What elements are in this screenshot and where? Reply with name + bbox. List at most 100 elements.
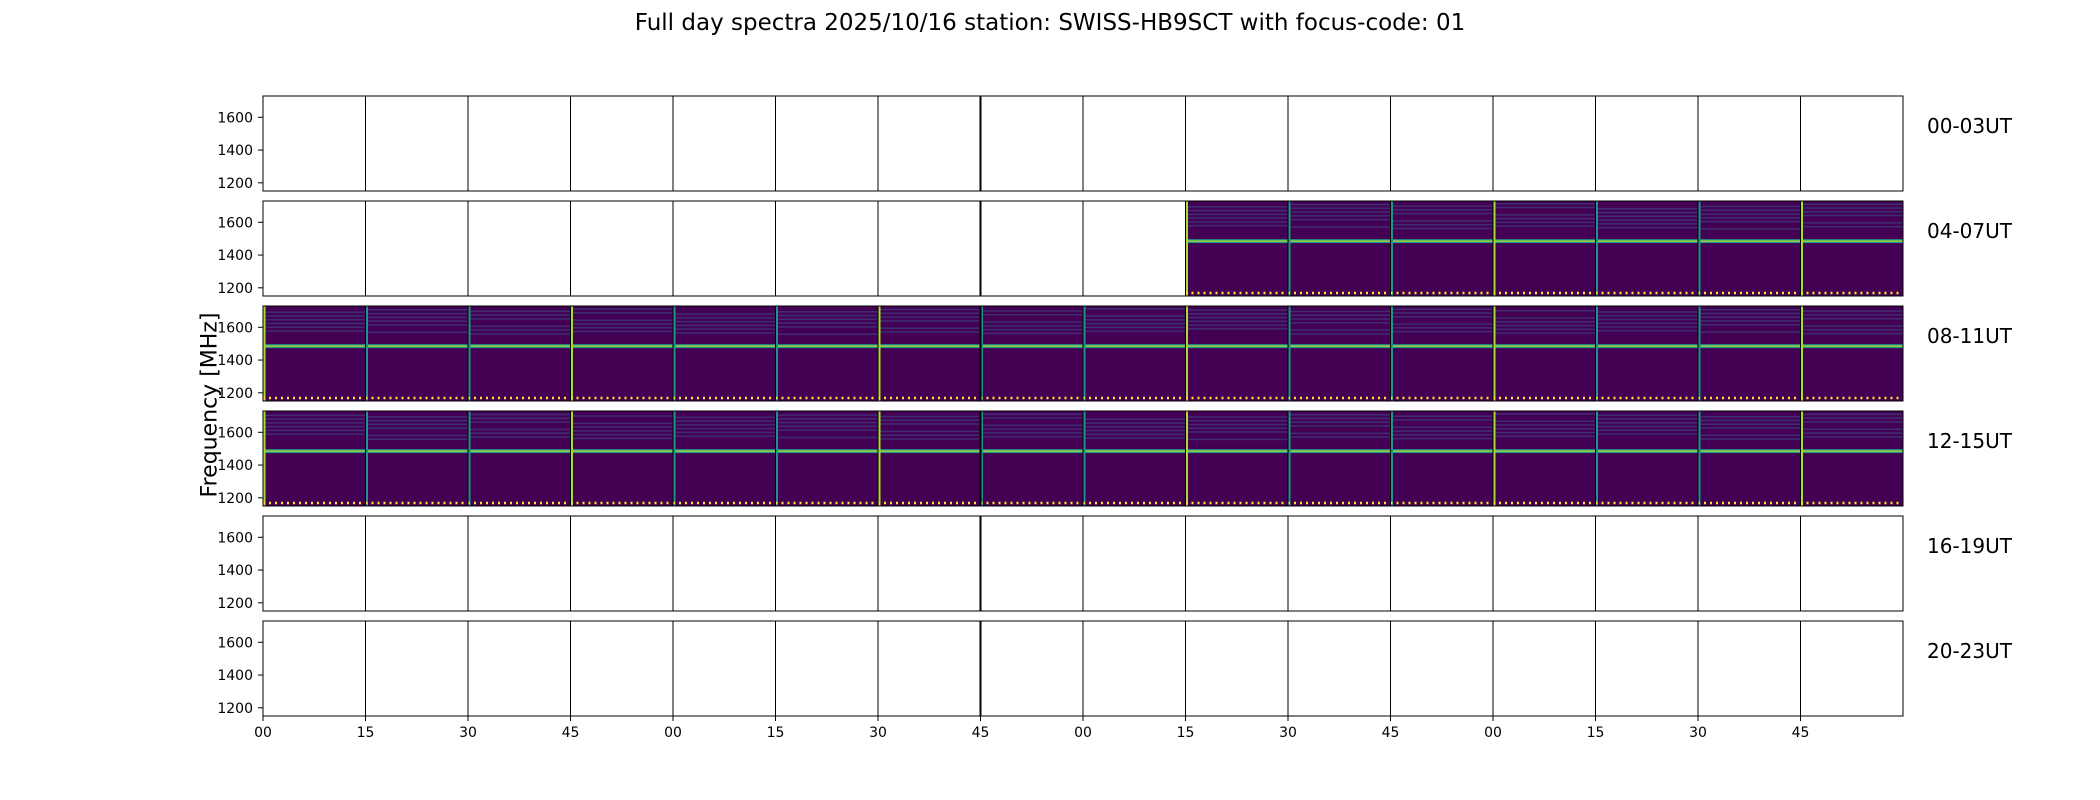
x-tick-label: 45	[562, 725, 580, 741]
noise-line	[1288, 413, 1391, 416]
spectrum-segment	[1493, 411, 1596, 506]
y-tick-label: 1600	[217, 635, 253, 651]
x-tick-label: 15	[1177, 725, 1195, 741]
noise-line	[1698, 419, 1801, 422]
spectrum-segment	[1800, 201, 1903, 296]
segment-stripe	[980, 306, 983, 401]
spectrum-segment	[878, 411, 981, 506]
noise-line	[1800, 332, 1903, 335]
noise-line	[570, 426, 673, 428]
spectrum-segment	[1800, 306, 1903, 401]
noise-line	[1493, 413, 1596, 415]
segment-stripe	[1698, 306, 1701, 401]
noise-line	[878, 438, 981, 440]
panel-frame	[262, 95, 1904, 192]
noise-line	[1185, 438, 1288, 441]
noise-line	[570, 415, 673, 417]
noise-line	[1698, 331, 1801, 333]
noise-line	[878, 430, 981, 433]
noise-line	[570, 433, 673, 436]
noise-line	[1698, 308, 1801, 311]
noise-line	[1800, 432, 1903, 434]
row-label: 16-19UT	[1927, 534, 2013, 558]
emission-band-core	[1288, 345, 1391, 347]
emission-band-core	[1390, 450, 1493, 452]
noise-line	[570, 308, 673, 310]
noise-line	[570, 323, 673, 325]
noise-line	[1390, 330, 1493, 333]
emission-band-core	[878, 345, 981, 347]
segment-stripe	[1185, 201, 1188, 296]
noise-line	[1185, 316, 1288, 319]
noise-line	[980, 417, 1083, 419]
noise-line	[1288, 436, 1391, 438]
noise-line	[1800, 428, 1903, 431]
emission-band-core	[1800, 450, 1903, 452]
spectrum-segment	[1595, 201, 1698, 296]
noise-line	[1698, 427, 1801, 429]
noise-line	[570, 312, 673, 314]
emission-band-core	[468, 345, 571, 347]
noise-line	[1595, 208, 1698, 210]
noise-line	[1083, 437, 1186, 439]
noise-line	[1493, 435, 1596, 438]
noise-line	[878, 419, 981, 422]
noise-line	[1288, 226, 1391, 228]
spectrum-segment	[1185, 306, 1288, 401]
segment-stripe	[365, 411, 368, 506]
noise-line	[263, 315, 366, 317]
noise-line	[1698, 213, 1801, 215]
noise-line	[468, 318, 571, 320]
spectrum-segment	[1698, 306, 1801, 401]
noise-line	[673, 317, 776, 319]
spectrum-segment	[263, 306, 366, 401]
noise-line	[1390, 415, 1493, 417]
noise-line	[673, 431, 776, 434]
spectrum-segment	[673, 306, 776, 401]
noise-line	[1390, 327, 1493, 329]
noise-line	[980, 321, 1083, 323]
noise-line	[878, 434, 981, 436]
noise-line	[1493, 317, 1596, 319]
noise-line	[365, 434, 468, 437]
emission-band-core	[1288, 240, 1391, 242]
noise-line	[1698, 220, 1801, 223]
noise-line	[263, 418, 366, 420]
spectrum-segment	[1288, 411, 1391, 506]
noise-line	[1595, 418, 1698, 420]
noise-line	[980, 310, 1083, 312]
noise-line	[1288, 218, 1391, 221]
segment-stripe	[1083, 411, 1086, 506]
emission-band-core	[365, 345, 468, 347]
noise-line	[1698, 205, 1801, 208]
noise-line	[1800, 210, 1903, 213]
noise-line	[1288, 310, 1391, 313]
y-tick-label: 1600	[217, 530, 253, 546]
noise-line	[1698, 312, 1801, 315]
noise-line	[468, 333, 571, 335]
segment-stripe	[1800, 201, 1803, 296]
noise-line	[1800, 310, 1903, 312]
noise-line	[878, 320, 981, 322]
noise-line	[1288, 211, 1391, 213]
panel-frame	[262, 200, 1904, 297]
spectrum-segment	[673, 411, 776, 506]
segment-stripe	[878, 411, 881, 506]
x-tick-label: 00	[1484, 725, 1502, 741]
noise-line	[1595, 414, 1698, 416]
row-label: 04-07UT	[1927, 219, 2013, 243]
noise-line	[1800, 329, 1903, 331]
noise-line	[775, 418, 878, 420]
segment-stripe	[1390, 201, 1393, 296]
row-label: 20-23UT	[1927, 639, 2013, 663]
noise-line	[1390, 308, 1493, 310]
noise-line	[1698, 415, 1801, 418]
noise-line	[878, 415, 981, 418]
spectrum-segment	[570, 306, 673, 401]
segment-stripe	[1595, 306, 1598, 401]
noise-line	[1185, 423, 1288, 426]
noise-line	[1390, 227, 1493, 230]
noise-line	[1288, 318, 1391, 320]
segment-stripe	[468, 306, 471, 401]
x-tick-label: 15	[767, 725, 785, 741]
